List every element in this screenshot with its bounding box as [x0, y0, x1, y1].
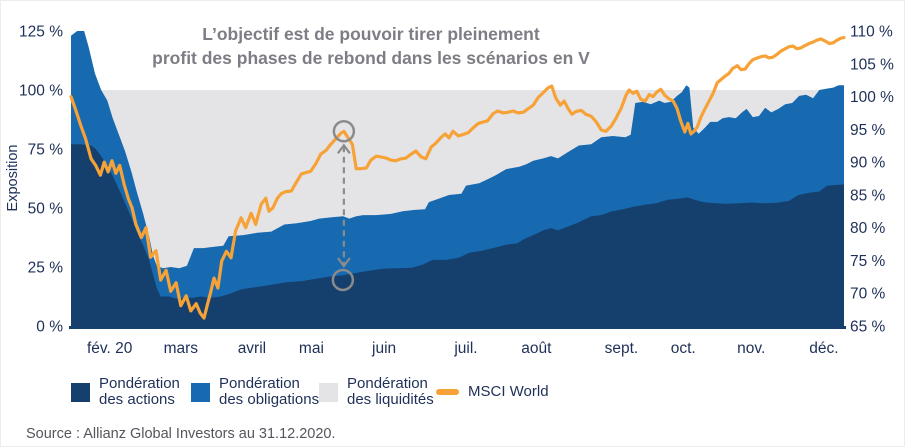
left-axis-tick: 125 % — [19, 24, 63, 41]
legend-label: MSCI World — [468, 382, 549, 400]
left-axis-tick: 100 % — [19, 83, 63, 100]
left-axis-tick: 0 % — [36, 319, 63, 336]
legend-item-msci-world: MSCI World — [436, 372, 549, 412]
arrow-down-icon — [336, 257, 351, 268]
legend-swatch-liquidites-square-icon — [319, 382, 338, 402]
right-axis-tick: 95 % — [850, 122, 886, 139]
legend-item-actions: Pondération des actions — [71, 372, 180, 412]
x-axis-month-label: fév. 20 — [87, 340, 133, 357]
x-axis-month-label: juin — [371, 340, 396, 357]
left-axis-tick: 75 % — [28, 142, 64, 159]
area-actions — [71, 144, 844, 326]
msci-world-line — [69, 36, 846, 320]
x-axis-month-label: mars — [164, 340, 199, 357]
x-axis-month-label: oct. — [671, 340, 696, 357]
right-axis-tick: 80 % — [850, 220, 886, 237]
right-axis-tick: 85 % — [850, 187, 886, 204]
left-axis-tick: 50 % — [28, 201, 64, 218]
right-axis-tick: 75 % — [850, 253, 886, 270]
right-axis-tick: 100 % — [850, 89, 894, 106]
chart-legend: Pondération des actions Pondération des obl… — [1, 372, 904, 412]
right-axis-tick: 105 % — [850, 56, 894, 73]
chart-title: L’objectif est de pouvoir tirer pleineme… — [1, 23, 741, 70]
chart-title-line2: profit des phases de rebond dans les scé… — [152, 47, 590, 68]
legend-label: Pondération des liquidités — [347, 374, 434, 408]
x-axis-month-label: avril — [238, 340, 266, 357]
legend-swatch-actions-square-icon — [71, 382, 90, 402]
legend-swatch-msci-world-line-icon — [436, 389, 459, 395]
source-note: Source : Allianz Global Investors au 31.… — [26, 426, 336, 442]
x-axis-month-label: mai — [299, 340, 324, 357]
x-axis-month-label: août — [521, 340, 552, 357]
right-axis-tick: 65 % — [850, 319, 886, 336]
chart-title-line1: L’objectif est de pouvoir tirer pleineme… — [202, 24, 540, 44]
arrow-up-icon — [336, 143, 351, 154]
x-axis-month-label: nov. — [737, 340, 765, 357]
legend-label: Pondération des obligations — [219, 374, 320, 408]
legend-item-obligations: Pondération des obligations — [191, 372, 319, 412]
right-axis-tick: 70 % — [850, 286, 886, 303]
annotation-top-circle-icon — [332, 120, 356, 143]
right-axis-tick: 90 % — [850, 155, 886, 172]
left-axis-tick: 25 % — [28, 260, 64, 277]
x-axis-month-label: sept. — [605, 340, 639, 357]
legend-swatch-obligations-square-icon — [191, 382, 210, 402]
legend-item-liquidites: Pondération des liquidités — [319, 372, 434, 412]
left-axis-title: Exposition — [5, 145, 21, 212]
annotation-bottom-circle-icon — [331, 268, 355, 292]
right-axis-tick: 110 % — [850, 24, 893, 41]
legend-label: Pondération des actions — [99, 374, 180, 408]
x-axis-month-label: déc. — [809, 340, 838, 357]
x-axis-month-label: juil. — [453, 340, 477, 357]
